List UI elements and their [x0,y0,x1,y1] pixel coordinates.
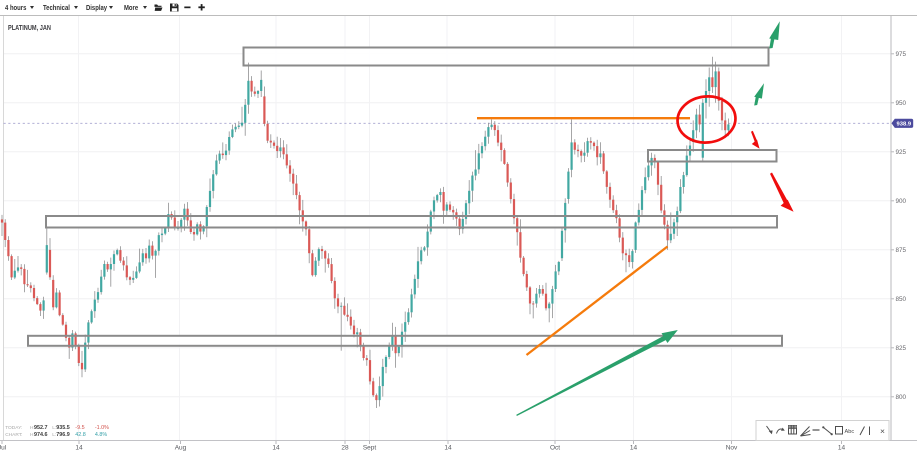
svg-text:TODAY:: TODAY: [5,425,22,431]
svg-text:-9.5: -9.5 [75,425,84,431]
svg-text:L:: L: [52,425,56,431]
svg-text:Jul: Jul [0,445,7,452]
svg-text:Sept: Sept [363,445,377,452]
svg-text:14: 14 [444,445,452,452]
svg-text:H:: H: [30,425,35,431]
svg-text:14: 14 [838,445,846,452]
svg-text:975: 975 [896,51,907,58]
svg-text:875: 875 [896,247,907,254]
svg-text:H:: H: [30,432,35,438]
svg-text:14: 14 [75,445,83,452]
svg-text:900: 900 [896,198,907,205]
svg-text:28: 28 [341,445,349,452]
svg-text:CHART:: CHART: [5,432,22,438]
svg-text:796.9: 796.9 [56,432,70,438]
svg-text:14: 14 [272,445,280,452]
svg-text:Nov: Nov [726,445,738,452]
svg-text:Aug: Aug [175,445,187,452]
svg-text:950: 950 [896,100,907,107]
svg-text:935.5: 935.5 [56,425,70,431]
svg-text:42.8: 42.8 [75,432,86,438]
svg-text:L:: L: [52,432,56,438]
svg-text:4.8%: 4.8% [95,432,107,438]
svg-text:PLATINUM, JAN: PLATINUM, JAN [8,24,51,32]
svg-text:×: × [880,426,885,436]
svg-text:-1.0%: -1.0% [95,425,109,431]
svg-text:850: 850 [896,296,907,303]
svg-text:14: 14 [630,445,638,452]
svg-text:825: 825 [896,345,907,352]
svg-text:Oct: Oct [550,445,560,452]
svg-text:Abc: Abc [845,429,855,435]
svg-text:925: 925 [896,149,907,156]
svg-text:974.6: 974.6 [34,432,48,438]
svg-text:800: 800 [896,394,907,401]
svg-text:938.9: 938.9 [897,122,912,128]
svg-text:952.7: 952.7 [34,425,48,431]
